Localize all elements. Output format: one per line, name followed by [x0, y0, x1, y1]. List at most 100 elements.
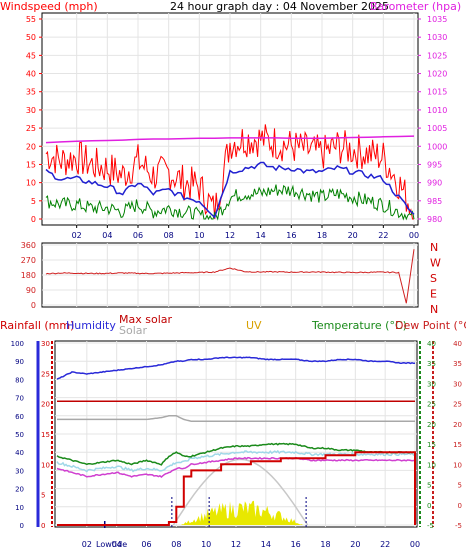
time-tick-label: 16	[291, 540, 301, 549]
temperature-tick-label: 0	[427, 502, 431, 510]
rainfall-tick-label: 25	[41, 370, 50, 378]
barometer-axis-label: Barometer (hpa)	[370, 0, 461, 13]
solar-label: Solar	[119, 324, 148, 337]
solar-radiation-fill	[180, 500, 304, 525]
humidity-tick-label: 70	[15, 395, 24, 403]
compass-tick-label: E	[430, 288, 437, 301]
windspeed-tick-label: 55	[26, 15, 36, 24]
time-tick-label: 12	[231, 540, 241, 549]
time-tick-label: 06	[133, 231, 143, 240]
dew-point-tick-label: 5	[458, 482, 462, 490]
compass-tick-label: N	[430, 241, 438, 254]
humidity-tick-label: 0	[20, 522, 24, 530]
humidity-tick-label: 80	[15, 376, 24, 384]
rainfall-tick-label: 15	[41, 431, 50, 439]
barometer-tick-label: 985	[427, 197, 442, 206]
time-tick-label: 02	[72, 231, 82, 240]
solar-line	[57, 415, 415, 423]
barometer-tick-label: 995	[427, 160, 442, 169]
time-tick-label: 18	[320, 540, 330, 549]
compass-tick-label: W	[430, 257, 441, 270]
gust-line	[45, 124, 414, 220]
time-tick-label: 08	[164, 231, 174, 240]
rainfall-tick-label: 5	[41, 492, 45, 500]
time-tick-label: 16	[286, 231, 296, 240]
windspeed-tick-label: 25	[26, 124, 36, 133]
direction-tick-label: 90	[26, 286, 36, 295]
windspeed-grid	[42, 13, 418, 225]
time-tick-label: 22	[380, 540, 390, 549]
temperature-axis-label: Temperature (°C)	[311, 319, 407, 332]
barometer-tick-label: 1015	[427, 88, 447, 97]
wind-min-line	[45, 184, 415, 221]
windspeed-tick-label: 40	[26, 70, 36, 79]
temperature-tick-label: 40	[427, 340, 436, 348]
windspeed-tick-label: 10	[26, 179, 36, 188]
direction-tick-label: 360	[21, 241, 36, 250]
dew-point-tick-label: 0	[458, 502, 462, 510]
time-tick-label: 14	[256, 231, 266, 240]
dew-point-tick-label: 30	[453, 380, 462, 388]
wind-chill-line	[56, 456, 415, 478]
time-tick-label: 02	[82, 540, 92, 549]
direction-tick-label: 0	[31, 301, 36, 310]
windspeed-axis-ticks: 5550454035302520151050103510301025102010…	[26, 15, 448, 224]
time-tick-label: 00	[410, 540, 420, 549]
low-tide-label: Lowtide	[96, 540, 127, 549]
wind-direction-line	[45, 249, 415, 304]
windspeed-tick-label: 20	[26, 142, 36, 151]
temperature-tick-label: 5	[427, 482, 431, 490]
barometer-tick-label: 1035	[427, 15, 447, 24]
wind-average-line	[45, 161, 415, 219]
time-tick-label: 10	[201, 540, 211, 549]
humidity-tick-label: 10	[15, 504, 24, 512]
rainfall-line	[57, 451, 416, 526]
rainfall-tick-label: 30	[41, 340, 50, 348]
time-tick-label: 18	[317, 231, 327, 240]
dew-point-tick-label: 10	[453, 461, 462, 469]
time-tick-label: 22	[378, 231, 388, 240]
time-tick-label: 10	[194, 231, 204, 240]
time-axis-ticks-top: 02 04 06 08 10 12 14 16 18 20 22 00	[72, 225, 419, 240]
dew-point-tick-label: 25	[453, 401, 462, 409]
barometer-tick-label: 1000	[427, 142, 447, 151]
time-tick-label: 06	[141, 540, 151, 549]
dew-point-tick-label: 20	[453, 421, 462, 429]
humidity-tick-label: 60	[15, 413, 24, 421]
direction-tick-label: 180	[21, 271, 36, 280]
temperature-tick-label: -5	[427, 522, 434, 530]
temperature-tick-label: 15	[427, 441, 436, 449]
time-tick-label: 00	[409, 231, 419, 240]
humidity-tick-label: 50	[15, 431, 24, 439]
barometer-line	[45, 135, 415, 144]
graph-title: 24 hour graph day : 04 November 2025	[170, 0, 389, 13]
time-tick-label: 12	[225, 231, 235, 240]
humidity-axis-label: Humidity	[66, 319, 116, 332]
dew-point-tick-label: 35	[453, 360, 462, 368]
windspeed-tick-label: 45	[26, 51, 36, 60]
barometer-tick-label: 1025	[427, 51, 447, 60]
wind-direction-series	[45, 249, 415, 304]
windspeed-tick-label: 30	[26, 106, 36, 115]
time-tick-label: 14	[261, 540, 271, 549]
compass-tick-label: N	[430, 303, 438, 316]
humidity-line	[56, 356, 415, 380]
time-tick-label: 04	[102, 231, 112, 240]
humidity-tick-label: 20	[15, 486, 24, 494]
rainfall-tick-label: 0	[41, 522, 45, 530]
temperature-tick-label: 25	[427, 401, 436, 409]
windspeed-series	[45, 124, 415, 221]
dew-point-tick-label: -5	[455, 522, 462, 530]
temperature-tick-label: 20	[427, 421, 436, 429]
humidity-tick-label: 40	[15, 449, 24, 457]
barometer-tick-label: 980	[427, 215, 442, 224]
windspeed-tick-label: 0	[31, 215, 36, 224]
temperature-line	[56, 442, 415, 466]
temperature-axis-ticks: 1009080706050403020100302520151050403530…	[11, 340, 462, 530]
temperature-tick-label: 30	[427, 380, 436, 388]
dew-point-tick-label: 15	[453, 441, 462, 449]
theoretical-solar-arc	[172, 458, 309, 526]
rainfall-axis-label: Rainfall (mm)	[0, 319, 74, 332]
